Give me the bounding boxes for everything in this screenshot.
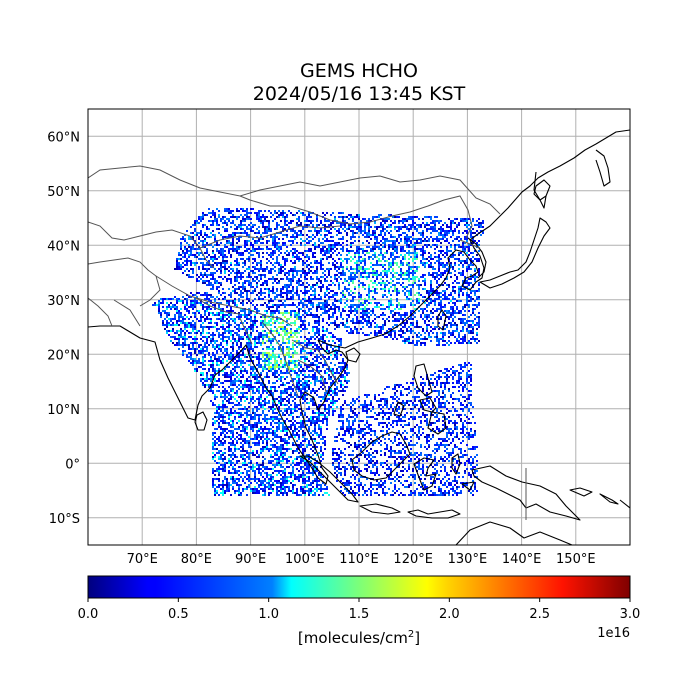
border-india-china [155, 275, 293, 327]
colorbar-label: [molecules/cm2] [298, 629, 420, 647]
lon-tick-label: 70°E [127, 552, 158, 567]
coastline-sumatra [299, 455, 359, 503]
lat-tick-label: 30°N [47, 294, 80, 309]
border-myanmar [261, 321, 299, 397]
coastline-new-guinea [471, 465, 581, 521]
border-afghanistan [88, 257, 161, 307]
lon-tick-label: 80°E [181, 552, 212, 567]
lon-tick-label: 140°E [502, 552, 542, 567]
lat-tick-label: 20°N [47, 348, 80, 363]
coastline-bismarck [569, 487, 593, 497]
border-russia [88, 165, 501, 215]
coastline-sri-lanka [194, 411, 208, 431]
lat-tick-label: 10°S [49, 512, 80, 527]
coastline-maluku [451, 453, 475, 491]
colorbar-tick-label: 1.5 [349, 607, 370, 622]
colorbar-tick-label: 1.0 [258, 607, 279, 622]
colorbar-tick-label: 3.0 [620, 607, 641, 622]
border-north-korea [459, 239, 481, 249]
coastline-lesser-sunda [407, 509, 461, 519]
lon-tick-label: 110°E [339, 552, 379, 567]
coastline-korea [467, 237, 487, 279]
coastline-hainan [345, 347, 361, 363]
hcho-data-pixels [152, 208, 484, 496]
border-iran [88, 297, 113, 327]
lat-tick-label: 0° [65, 457, 80, 472]
coastline-java [359, 503, 401, 515]
coastline-east-asia [317, 129, 630, 349]
coastline-borneo [351, 431, 411, 481]
colorbar-multiplier: 1e16 [597, 626, 630, 641]
border-nepal [195, 297, 241, 315]
lon-tick-label: 100°E [285, 552, 325, 567]
colorbar-tick-label: 2.0 [439, 607, 460, 622]
border-thailand [297, 359, 327, 393]
map-title: GEMS HCHO [299, 60, 419, 82]
border-china-north [239, 195, 473, 239]
latitude-tick-labels: 60°N 50°N 40°N 30°N 20°N 10°N 0° 10°S [47, 130, 80, 527]
border-laos-vietnam [291, 339, 339, 385]
border-central-asia [88, 221, 215, 269]
lon-tick-label: 130°E [448, 552, 488, 567]
coastline-japan [479, 217, 551, 289]
coastline-sulawesi [413, 457, 437, 491]
country-borders [88, 165, 527, 520]
longitude-tick-labels: 70°E 80°E 90°E 100°E 110°E 120°E 130°E 140°E 150… [127, 552, 596, 567]
border-mongolia [199, 225, 341, 249]
map-timestamp: 2024/05/16 13:45 KST [252, 83, 466, 105]
colorbar-tick-label: 0.0 [78, 607, 99, 622]
coastline-philippines [393, 363, 447, 435]
lat-tick-label: 40°N [47, 239, 80, 254]
lat-tick-label: 60°N [47, 130, 80, 145]
map-frame [87, 108, 631, 546]
coastline-kamchatka [595, 149, 611, 187]
lon-tick-label: 90°E [235, 552, 266, 567]
coastlines [88, 129, 630, 545]
border-bangladesh [239, 317, 253, 345]
coastline-australia-north [455, 521, 573, 545]
lat-tick-label: 10°N [47, 403, 80, 418]
colorbar [87, 575, 631, 599]
colorbar-ticks: 0.0 0.5 1.0 1.5 2.0 2.5 3.0 [78, 598, 641, 622]
coastline-taiwan [437, 309, 447, 331]
coastline-solomon [599, 493, 630, 509]
colorbar-tick-label: 2.5 [529, 607, 550, 622]
coastline-sakhalin [533, 171, 547, 209]
colorbar-tick-label: 0.5 [168, 607, 189, 622]
lon-tick-label: 150°E [556, 552, 596, 567]
lon-tick-label: 120°E [393, 552, 433, 567]
border-pakistan [113, 299, 141, 327]
lat-tick-label: 50°N [47, 185, 80, 200]
